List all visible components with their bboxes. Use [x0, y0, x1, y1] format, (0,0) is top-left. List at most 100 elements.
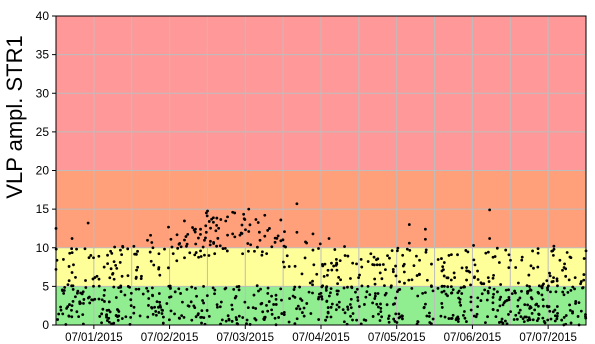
point-bg-60 [555, 317, 559, 321]
point-bg-213 [199, 232, 202, 236]
point-0-40 [488, 208, 492, 212]
point-bg-481 [394, 312, 398, 316]
point-bg-489 [181, 300, 184, 304]
point-bg-337 [173, 312, 176, 316]
point-bg-883 [230, 307, 234, 311]
point-bg-596 [334, 257, 338, 261]
point-bg-547 [459, 286, 463, 290]
point-bg-21 [416, 294, 420, 298]
point-bg-282 [335, 292, 339, 296]
point-bg-29 [100, 298, 104, 302]
point-bg-345 [70, 304, 74, 308]
point-bg-70 [385, 303, 389, 307]
point-0-27 [327, 237, 331, 240]
point-bg-109 [200, 321, 203, 325]
point-bg-131 [579, 309, 583, 313]
point-bg-625 [169, 295, 173, 299]
point-bg-365 [537, 317, 540, 320]
point-bg-189 [368, 293, 372, 297]
point-bg-508 [573, 287, 576, 291]
point-bg-532 [458, 297, 462, 301]
point-bg-350 [141, 292, 145, 296]
point-bg-851 [497, 321, 501, 324]
point-bg-711 [396, 246, 400, 250]
point-bg-171 [484, 321, 487, 325]
point-bg-371 [214, 229, 218, 233]
point-bg-543 [295, 317, 299, 321]
point-0-13 [215, 223, 219, 227]
point-bg-848 [252, 293, 256, 297]
point-0-32 [407, 223, 411, 226]
point-bg-125 [169, 309, 173, 313]
point-bg-52 [440, 302, 444, 305]
data-points [54, 202, 588, 327]
point-bg-202 [358, 273, 361, 277]
point-bg-201 [265, 252, 269, 256]
point-0-4 [86, 221, 90, 225]
point-bg-394 [157, 292, 161, 295]
point-bg-757 [537, 284, 541, 288]
point-bg-831 [348, 303, 352, 306]
point-bg-226 [76, 289, 80, 293]
point-bg-184 [551, 254, 555, 257]
point-bg-375 [295, 307, 298, 311]
point-bg-807 [175, 233, 179, 237]
point-bg-800 [366, 260, 370, 263]
point-bg-411 [283, 265, 286, 269]
point-bg-524 [194, 315, 198, 319]
point-bg-203 [405, 247, 409, 251]
point-bg-92 [365, 290, 369, 294]
point-bg-275 [540, 286, 544, 290]
point-bg-419 [274, 303, 278, 306]
point-bg-633 [324, 286, 328, 290]
point-bg-93 [163, 247, 166, 251]
point-bg-368 [97, 254, 101, 258]
point-bg-376 [149, 233, 152, 237]
point-bg-445 [339, 278, 342, 282]
point-bg-23 [576, 315, 580, 318]
point-bg-191 [485, 298, 489, 302]
point-bg-761 [522, 320, 526, 324]
point-bg-504 [204, 230, 208, 234]
point-bg-791 [157, 311, 161, 314]
point-bg-199 [315, 272, 319, 276]
point-bg-724 [300, 299, 304, 302]
point-bg-353 [148, 250, 152, 254]
point-bg-190 [330, 302, 334, 306]
point-bg-363 [444, 292, 448, 296]
point-bg-734 [90, 298, 94, 302]
point-bg-719 [202, 316, 206, 320]
point-bg-84 [401, 317, 404, 321]
point-bg-638 [120, 253, 124, 257]
point-bg-584 [509, 310, 512, 314]
point-bg-261 [194, 286, 197, 290]
point-bg-32 [102, 294, 106, 297]
point-bg-582 [152, 263, 156, 267]
point-bg-10 [261, 310, 265, 314]
point-bg-708 [216, 236, 220, 240]
point-bg-50 [329, 305, 333, 309]
point-bg-501 [285, 254, 289, 258]
point-bg-573 [505, 298, 509, 302]
point-bg-288 [564, 314, 568, 317]
point-bg-877 [369, 252, 373, 256]
point-bg-788 [270, 308, 274, 312]
point-bg-607 [334, 308, 338, 312]
point-bg-787 [206, 209, 209, 213]
point-bg-134 [62, 291, 66, 295]
point-bg-427 [86, 296, 90, 300]
point-bg-297 [372, 263, 376, 267]
point-0-36 [440, 257, 443, 260]
point-bg-591 [362, 318, 366, 322]
point-bg-664 [109, 267, 113, 271]
point-bg-209 [270, 294, 273, 298]
point-bg-310 [582, 257, 586, 260]
point-bg-182 [366, 284, 370, 288]
point-bg-312 [376, 292, 380, 295]
point-bg-714 [383, 284, 386, 288]
point-bg-422 [147, 297, 151, 300]
point-bg-574 [418, 258, 421, 262]
point-0-2 [70, 237, 74, 240]
point-bg-132 [309, 312, 313, 315]
point-bg-871 [531, 249, 534, 253]
